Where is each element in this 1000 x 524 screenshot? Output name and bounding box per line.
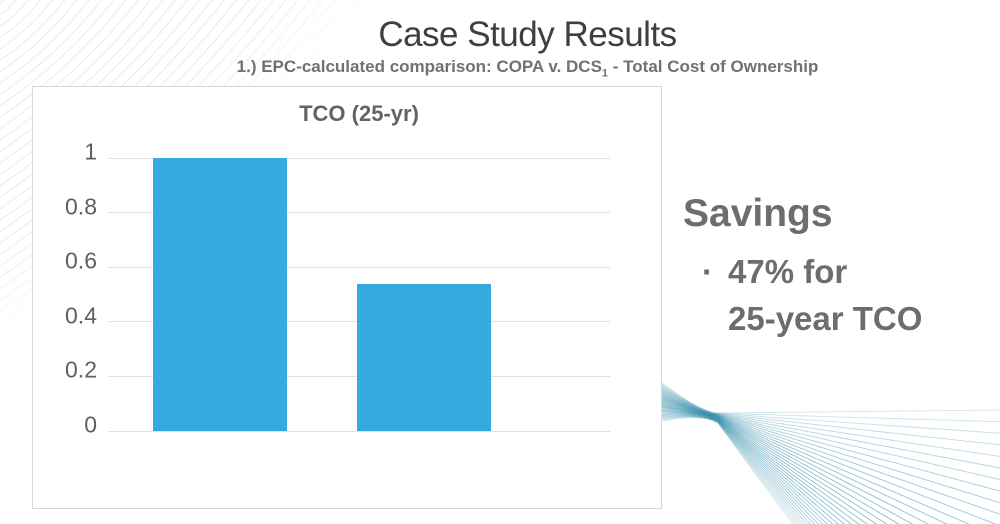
bullet-dot: · <box>702 253 713 290</box>
decorative-swoosh-lines <box>661 382 1000 524</box>
savings-bullet-text: 47% for 25-year TCO <box>728 248 922 342</box>
savings-heading: Savings <box>683 192 833 235</box>
subtitle-text-post: - Total Cost of Ownership <box>608 57 819 76</box>
savings-line-2: 25-year TCO <box>728 300 923 337</box>
bar-2 <box>357 283 491 431</box>
subtitle-text-pre: 1.) EPC-calculated comparison: COPA v. D… <box>236 57 602 76</box>
y-axis-label: 0.8 <box>65 193 97 220</box>
savings-panel: Savings · 47% for 25-year TCO <box>683 192 922 342</box>
subtitle-subscript: 1 <box>601 67 609 80</box>
chart-plot-area: 1 0.8 0.6 0.4 0.2 0 <box>65 139 610 438</box>
y-axis-label: 0.2 <box>65 356 97 383</box>
y-axis-label: 0.6 <box>65 247 97 274</box>
gridline <box>108 430 610 432</box>
gridline <box>108 266 610 268</box>
savings-line-1: 47% for <box>728 253 848 290</box>
bar-1 <box>153 158 287 431</box>
chart-title: TCO (25-yr) <box>299 101 419 126</box>
gridline <box>108 212 610 214</box>
page-subtitle: 1.) EPC-calculated comparison: COPA v. D… <box>55 56 1000 80</box>
y-axis-label: 0.4 <box>65 302 97 329</box>
gridline <box>108 157 610 159</box>
slide-header: Case Study Results 1.) EPC-calculated co… <box>55 0 1000 80</box>
savings-bullet: · 47% for 25-year TCO <box>683 248 922 342</box>
y-axis-label: 0 <box>84 411 97 438</box>
page-title: Case Study Results <box>378 15 677 54</box>
y-axis-label: 1 <box>84 138 97 165</box>
chart-card: TCO (25-yr) 1 0.8 0.6 0.4 0.2 0 <box>32 86 662 509</box>
